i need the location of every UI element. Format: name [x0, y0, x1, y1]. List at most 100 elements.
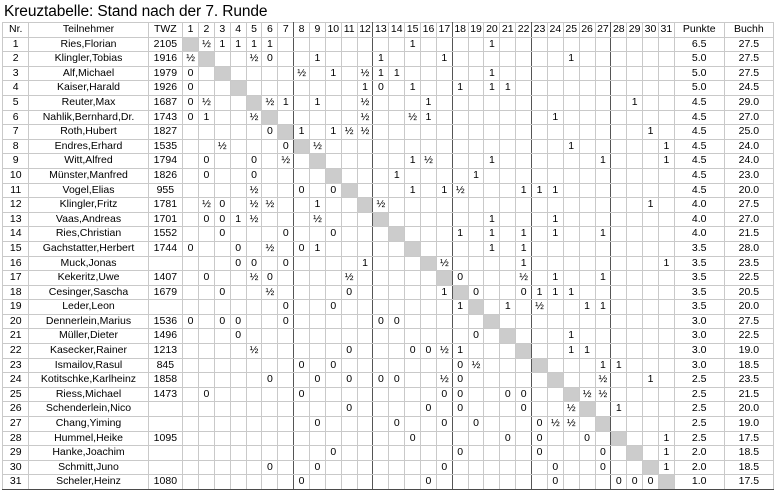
table-row[interactable]: 8 Endres,Erhard 1535 ½ 0 ½ 1 1 4.5 24.0 [1, 138, 775, 155]
result-cell [435, 94, 453, 111]
table-row[interactable]: 24 Kotitschke,Karlheinz 1858 0 0 0 0 0 ½ 0 ½ 1 2.5 23… [1, 372, 775, 388]
participant-name: Kotitschke,Karlheinz [28, 372, 149, 388]
result-cell: ½ [594, 372, 612, 388]
table-row[interactable]: 6 Nahlik,Bernhard,Dr. 1743 0 1 ½ ½ ½ 1 1 4.5 27.0 [1, 109, 775, 126]
result-cell [451, 167, 469, 184]
table-row[interactable]: 9 Witt,Alfred 1794 0 0 ½ 1 ½ 1 1 1 4.5 24.0 [1, 153, 775, 169]
result-cell [531, 36, 548, 53]
result-cell: 1 [657, 445, 675, 461]
result-cell-diagonal [531, 357, 548, 374]
table-row[interactable]: 21 Müller,Dieter 1496 0 0 1 3.0 22.5 [1, 328, 775, 345]
result-cell [324, 459, 342, 476]
result-cell [293, 94, 311, 111]
points-value: 3.0 [673, 357, 725, 374]
table-row[interactable]: 2 Klingler,Tobias 1916 ½ ½ 0 1 1 1 1 5.0 27.5 [1, 51, 775, 67]
table-row[interactable]: 1 Ries,Florian 2105 ½ 1 1 1 1 1 1 6.5 27.5 [1, 36, 775, 53]
table-row[interactable]: 14 Ries,Christian 1552 0 0 0 1 1 1 1 1 4.0 21.5 [1, 226, 775, 242]
result-cell [372, 401, 390, 418]
table-row[interactable]: 3 Alf,Michael 1979 0 ½ 1 ½ 1 1 1 5.0 27.5 [1, 65, 775, 82]
result-cell [578, 182, 596, 199]
result-cell [499, 401, 517, 418]
table-row[interactable]: 25 Riess,Michael 1473 0 0 0 0 0 0 ½ ½ 2.5 21.5 [1, 386, 775, 403]
table-row[interactable]: 27 Chang,Yiming 0 0 0 0 0 ½ ½ 2.5 19.0 [1, 416, 775, 432]
result-cell [245, 124, 263, 140]
result-cell [515, 138, 533, 155]
result-cell [198, 372, 215, 388]
result-cell [531, 474, 548, 490]
result-cell [483, 167, 501, 184]
result-cell [324, 51, 342, 67]
result-cell [182, 226, 200, 242]
buchholz-value: 24.0 [723, 138, 775, 155]
table-row[interactable]: 17 Kekeritz,Uwe 1407 0 ½ 0 ½ 0 ½ 1 1 3.5 22.5 [1, 270, 775, 286]
table-row[interactable]: 29 Hanke,Joachim 0 0 0 0 1 2.0 18.5 [1, 445, 775, 461]
result-cell [483, 51, 501, 67]
table-row[interactable]: 13 Vaas,Andreas 1701 0 0 1 ½ ½ 1 1 4.0 27.0 [1, 211, 775, 228]
result-cell [483, 328, 501, 345]
points-value: 2.5 [673, 386, 725, 403]
table-row[interactable]: 31 Scheler,Heinz 1080 0 0 0 0 0 0 1.0 17.5 [1, 474, 775, 490]
result-cell [483, 109, 501, 126]
result-cell [515, 328, 533, 345]
result-cell: 0 [451, 445, 469, 461]
points-value: 1.0 [673, 474, 725, 490]
result-cell: 1 [404, 80, 422, 96]
result-cell [626, 65, 644, 82]
table-row[interactable]: 15 Gachstatter,Herbert 1744 0 0 ½ 0 1 1 1 3.5 28.0 [1, 240, 775, 257]
result-cell: 0 [546, 459, 564, 476]
table-row[interactable]: 11 Vogel,Elias 955 ½ 0 0 1 1 ½ 1 1 1 4.5 20.0 [1, 182, 775, 199]
result-cell [499, 313, 517, 330]
result-cell [198, 313, 215, 330]
result-cell [578, 226, 596, 242]
result-cell [261, 313, 279, 330]
result-cell [594, 197, 612, 213]
result-cell [546, 94, 564, 111]
result-cell [642, 94, 659, 111]
points-value: 2.5 [673, 401, 725, 418]
result-cell: 1 [309, 240, 326, 257]
table-row[interactable]: 10 Münster,Manfred 1826 0 0 1 1 4.5 23.0 [1, 167, 775, 184]
result-cell: 1 [546, 109, 564, 126]
result-cell [657, 416, 675, 432]
table-row[interactable]: 5 Reuter,Max 1687 0 ½ ½ 1 1 ½ 1 1 4.5 29.0 [1, 94, 775, 111]
result-cell [213, 386, 231, 403]
result-cell [435, 474, 453, 490]
result-cell [198, 357, 215, 374]
result-cell [229, 109, 247, 126]
result-cell [213, 270, 231, 286]
header-opponent-28: 28 [610, 22, 628, 38]
result-cell [626, 284, 644, 301]
table-row[interactable]: 12 Klingler,Fritz 1781 ½ 0 ½ ½ 1 ½ 1 4.0 27.5 [1, 197, 775, 213]
result-cell [198, 226, 215, 242]
table-row[interactable]: 26 Schenderlein,Nico 0 0 0 0 ½ 1 2.5 20.0 [1, 401, 775, 418]
result-cell [388, 255, 406, 272]
table-row[interactable]: 20 Dennerlein,Marius 1536 0 0 0 0 0 0 3.0 27.5 [1, 313, 775, 330]
row-number: 4 [1, 80, 30, 96]
result-cell [388, 182, 406, 199]
result-cell [562, 211, 580, 228]
result-cell [198, 445, 215, 461]
table-row[interactable]: 22 Kasecker,Rainer 1213 ½ 0 0 0 ½ 1 1 1 3.0 19.0 [1, 343, 775, 359]
result-cell [340, 51, 358, 67]
buchholz-value: 20.5 [723, 284, 775, 301]
table-row[interactable]: 16 Muck,Jonas 0 0 0 1 ½ 1 1 3.5 23.5 [1, 255, 775, 272]
table-row[interactable]: 23 Ismailov,Rasul 845 0 0 0 ½ 1 1 3.0 18.5 [1, 357, 775, 374]
table-row[interactable]: 18 Cesinger,Sascha 1679 0 ½ 0 1 0 0 1 1 1 3.5 20.5 [1, 284, 775, 301]
table-row[interactable]: 28 Hummel,Heike 1095 0 0 0 0 1 2.5 17.5 [1, 430, 775, 447]
result-cell: 0 [626, 474, 644, 490]
result-cell [293, 36, 311, 53]
result-cell [229, 51, 247, 67]
header-opponent-16: 16 [420, 22, 437, 38]
table-row[interactable]: 19 Leder,Leon 0 0 1 1 ½ 1 1 3.5 20.0 [1, 299, 775, 315]
buchholz-value: 24.0 [723, 153, 775, 169]
result-cell [467, 474, 485, 490]
table-row[interactable]: 7 Roth,Hubert 1827 0 1 1 ½ ½ 1 4.5 25.0 [1, 124, 775, 140]
result-cell: ½ [245, 197, 263, 213]
result-cell [309, 430, 326, 447]
result-cell: 1 [372, 51, 390, 67]
result-cell: 0 [594, 459, 612, 476]
result-cell: 1 [467, 167, 485, 184]
table-row[interactable]: 4 Kaiser,Harald 1926 0 1 0 1 1 1 1 5.0 24.5 [1, 80, 775, 96]
table-row[interactable]: 30 Schmitt,Juno 0 0 0 0 0 1 2.0 18.5 [1, 459, 775, 476]
result-cell-diagonal [451, 284, 469, 301]
